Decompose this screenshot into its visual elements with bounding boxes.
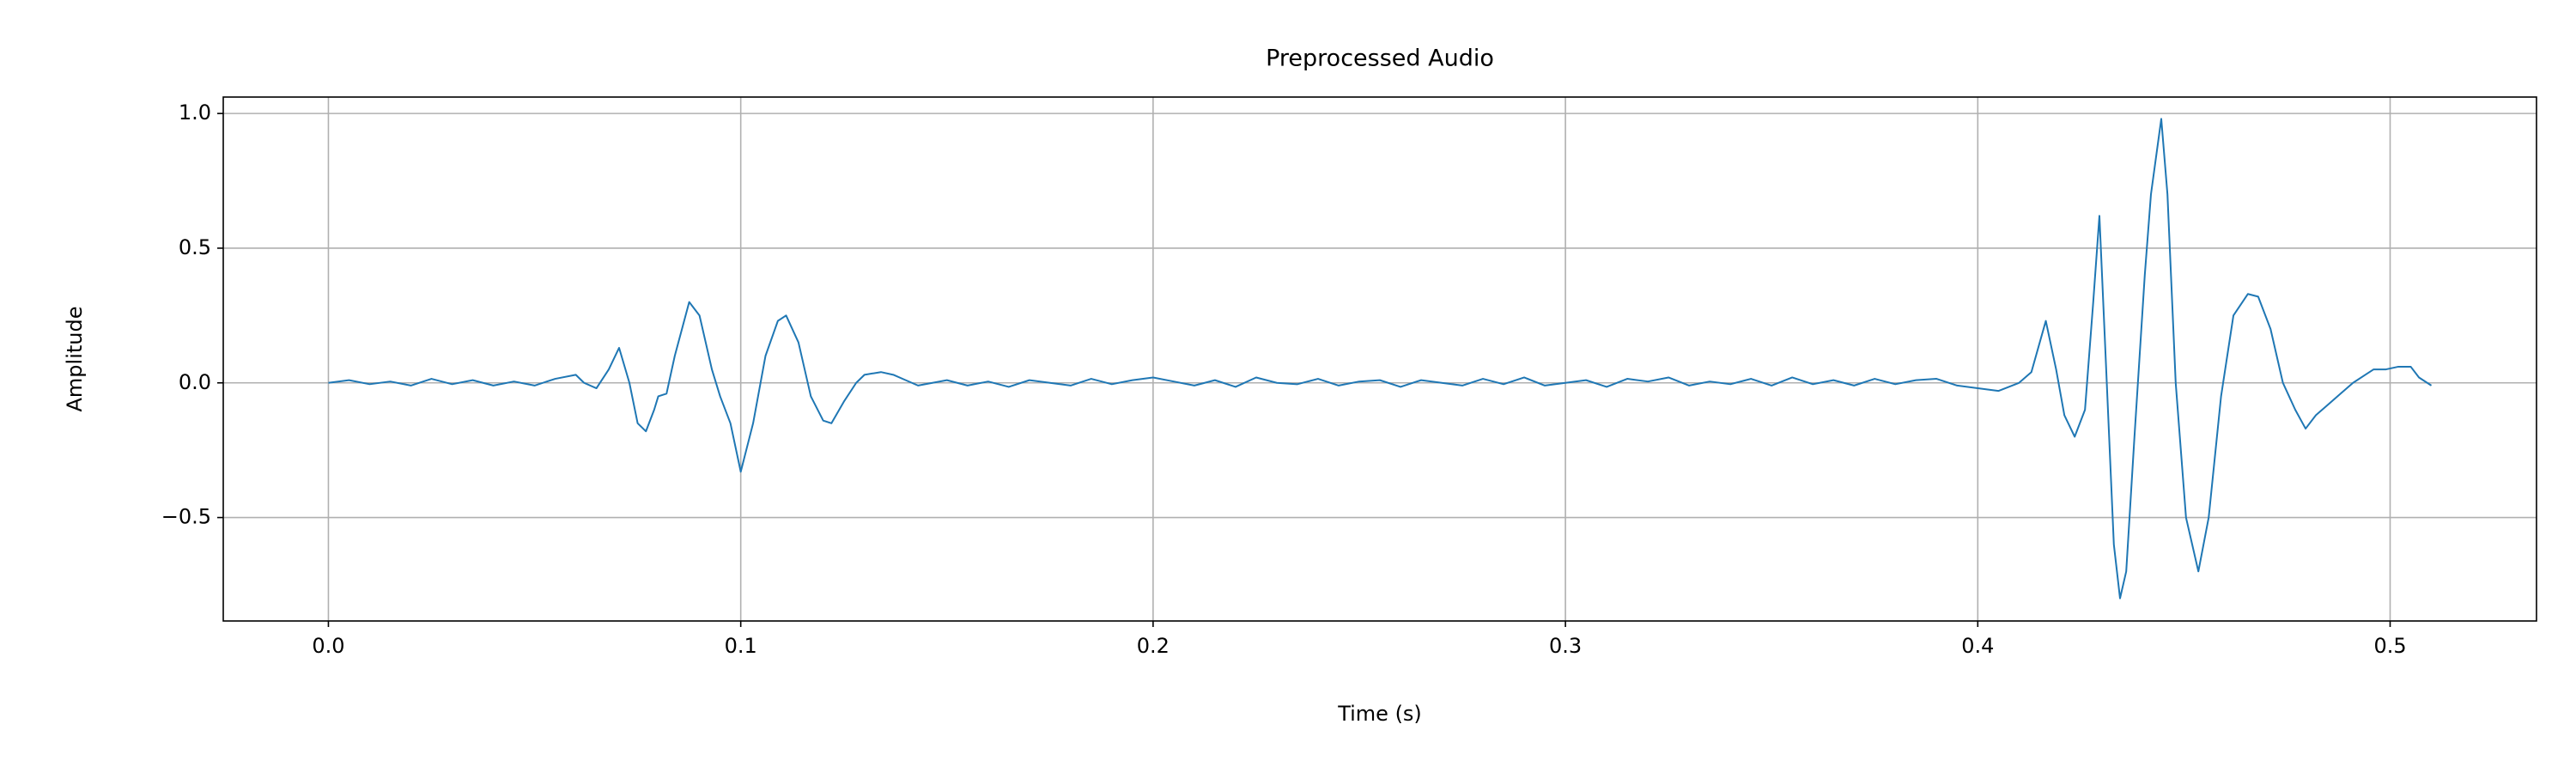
x-tick-label: 0.3 (1549, 634, 1582, 658)
y-tick-label: 1.0 (179, 100, 211, 125)
y-tick-label: −0.5 (161, 505, 211, 529)
x-tick-label: 0.5 (2373, 634, 2406, 658)
x-tick-label: 0.0 (312, 634, 344, 658)
y-tick-label: 0.0 (179, 370, 211, 394)
y-axis-label: Amplitude (63, 307, 87, 412)
x-tick-label: 0.1 (725, 634, 757, 658)
chart-title: Preprocessed Audio (1266, 46, 1494, 72)
x-tick-label: 0.4 (1961, 634, 1994, 658)
x-axis-label: Time (s) (1337, 702, 1422, 726)
plot-frame (222, 96, 2537, 622)
x-tick-label: 0.2 (1137, 634, 1170, 658)
data-line (328, 118, 2433, 600)
y-tick-label: 0.5 (179, 235, 211, 259)
